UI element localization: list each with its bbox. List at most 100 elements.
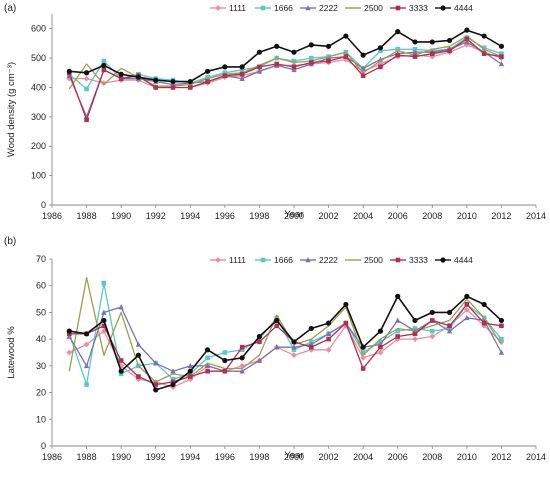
data-point-4444 [66,68,72,74]
data-point-3333 [395,334,401,339]
data-point-1666 [360,350,366,355]
data-point-4444 [481,301,487,308]
data-point-3333 [274,323,280,329]
data-point-2222 [291,344,297,350]
x-tick-label: 2006 [388,452,408,462]
x-tick-label: 1994 [180,211,200,221]
legend-label-4444: 4444 [454,255,473,265]
y-axis-title: Latewood % [6,326,17,379]
legend-label-3333: 3333 [409,3,428,13]
data-point-1111 [187,376,194,383]
x-tick-label: 2002 [319,452,339,462]
panel-label-a: (a) [4,3,16,14]
data-point-3333 [118,76,124,81]
data-point-4444 [308,325,314,332]
data-point-4444 [291,49,297,55]
series-line-4444 [69,295,502,391]
data-point-1111 [377,349,384,356]
data-point-3333 [257,339,262,345]
data-point-4444 [101,317,107,324]
data-point-1666 [499,51,504,56]
data-point-3333 [499,323,504,329]
x-tick-label: 2010 [457,211,477,221]
data-point-4444 [464,293,470,299]
data-point-4444 [412,39,418,45]
data-point-1111 [291,352,297,359]
legend-label-3333: 3333 [409,255,428,265]
data-point-1666 [395,46,401,52]
data-point-1666 [481,45,487,51]
data-point-3333 [153,382,159,387]
data-point-2222 [170,368,176,374]
legend-label-1111: 1111 [229,255,246,265]
data-point-2222 [291,66,297,73]
data-point-1666 [84,382,89,387]
data-point-4444 [256,333,263,340]
legend-label-4444: 4444 [454,3,473,13]
data-point-1666 [101,58,107,64]
x-tick-label: 1988 [77,211,97,221]
data-point-1666 [170,376,176,382]
data-point-2222 [498,349,505,355]
data-point-3333 [239,71,245,77]
legend-marker-1666 [260,5,266,11]
data-point-2222 [204,362,211,369]
y-tick-label: 30 [36,361,46,371]
data-point-1111 [429,53,436,60]
data-point-2222 [464,39,470,45]
series-line-1666 [68,36,502,90]
x-tick-label: 1998 [249,452,269,462]
data-point-4444 [343,33,349,39]
legend-label-2500: 2500 [364,3,383,13]
x-tick-label: 2012 [491,452,511,462]
data-point-3333 [136,374,141,379]
x-tick-label: 2014 [526,211,546,221]
data-point-4444 [135,74,142,80]
data-point-3333 [257,64,262,70]
data-point-2222 [239,75,245,81]
data-point-2222 [412,49,418,55]
x-tick-label: 1986 [42,452,62,462]
data-point-1666 [101,280,107,286]
data-point-1111 [325,346,332,353]
data-point-1666 [257,336,262,342]
data-point-4444 [446,309,453,316]
data-point-1666 [187,371,193,377]
data-point-4444 [187,78,193,85]
data-point-2222 [325,330,332,337]
data-point-3333 [205,368,210,374]
data-point-4444 [204,68,211,74]
data-point-1111 [429,333,436,340]
data-point-1666 [499,336,504,342]
legend-label-1666: 1666 [274,255,293,265]
data-point-4444 [170,78,176,85]
x-tick-label: 1992 [146,211,166,221]
data-point-4444 [498,43,505,49]
data-point-3333 [308,344,314,350]
data-point-4444 [429,39,435,45]
series-line-1111 [69,309,502,388]
data-point-3333 [360,73,366,79]
data-point-1111 [66,349,73,356]
data-point-3333 [101,67,107,73]
data-point-4444 [464,27,470,33]
data-point-1111 [463,306,470,313]
data-point-4444 [360,344,366,350]
data-point-1666 [205,74,210,80]
y-tick-label: 20 [36,388,46,398]
y-tick-label: 600 [31,24,46,34]
data-point-2222 [83,362,90,369]
data-point-3333 [429,318,435,323]
data-point-3333 [395,52,401,58]
x-tick-label: 2004 [353,452,373,462]
data-point-3333 [170,85,176,90]
data-point-3333 [447,323,452,329]
y-tick-label: 300 [31,112,46,122]
data-point-3333 [429,51,435,56]
data-point-4444 [343,301,349,308]
legend-marker-3333 [395,257,401,263]
data-point-2222 [101,309,107,315]
data-point-4444 [360,52,366,58]
x-tick-label: 1986 [42,211,62,221]
